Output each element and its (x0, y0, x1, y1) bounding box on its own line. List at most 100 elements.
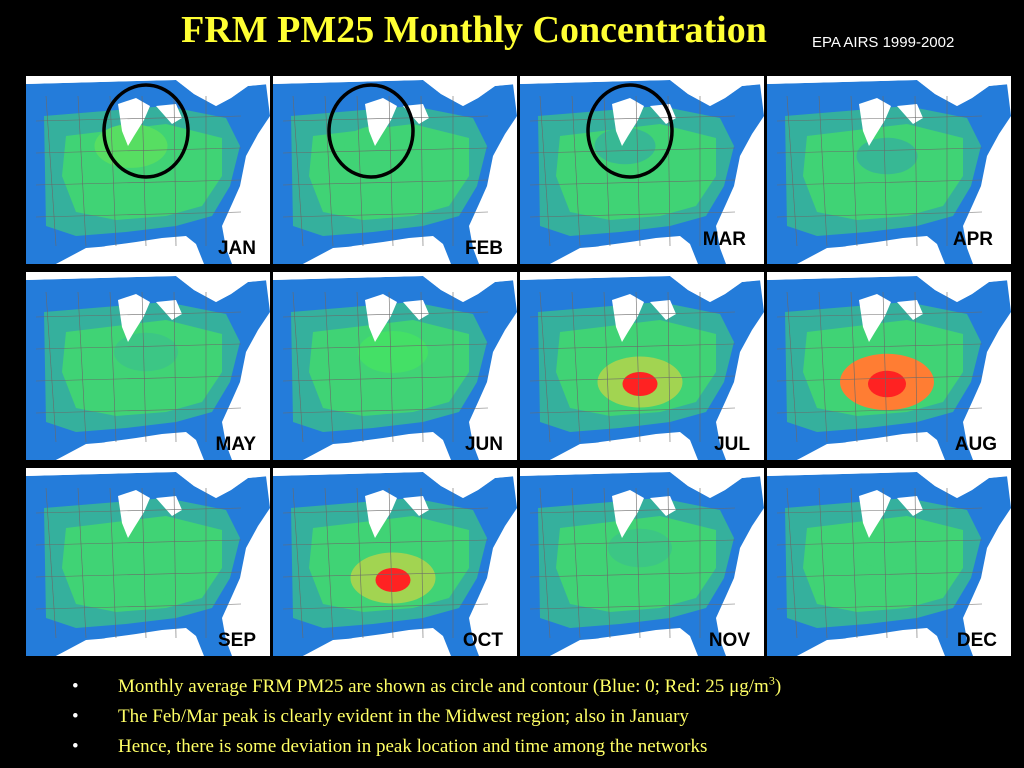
state-boundary (529, 407, 736, 414)
map-panel-oct: OCT (273, 468, 517, 656)
state-boundary (776, 147, 983, 154)
bullet-item: • Hence, there is some deviation in peak … (72, 732, 1012, 762)
pm25-contour-map (26, 76, 270, 264)
state-boundary (282, 179, 489, 186)
state-boundary (141, 487, 147, 639)
state-boundary (282, 311, 489, 318)
state-boundary (35, 211, 242, 218)
canada-region (767, 272, 1011, 302)
state-boundary (882, 95, 888, 247)
map-panel-may: MAY (26, 272, 270, 460)
state-boundary (388, 291, 394, 443)
gulf-of-mexico (550, 436, 696, 460)
state-boundary (420, 95, 424, 247)
state-boundary (324, 291, 334, 443)
state-boundary (35, 311, 242, 318)
canada-region (273, 272, 517, 302)
great-lakes (612, 490, 676, 538)
state-boundary (850, 487, 858, 639)
great-lakes (612, 98, 676, 146)
canada-region (767, 468, 1011, 498)
state-boundary (173, 95, 177, 247)
state-boundary (667, 487, 671, 639)
state-boundary (35, 375, 242, 382)
state-boundary (776, 539, 983, 546)
contour-hotspot (114, 332, 178, 372)
map-panel-mar: MAR (520, 76, 764, 264)
contour-hotspot (112, 557, 180, 599)
great-lakes (365, 490, 429, 538)
bullet-dot-icon: • (72, 676, 79, 697)
pm25-contour-map (767, 272, 1011, 460)
state-boundary (529, 179, 736, 186)
state-boundary (77, 291, 87, 443)
state-boundary (388, 487, 394, 639)
pm25-contour-map (26, 468, 270, 656)
great-lakes (118, 490, 182, 538)
great-lakes (612, 294, 676, 342)
state-boundary (282, 115, 489, 122)
state-boundary (35, 507, 242, 514)
state-boundary (529, 603, 736, 610)
state-boundary (776, 179, 983, 186)
atlantic-ocean (724, 136, 764, 264)
great-lakes (859, 98, 923, 146)
month-label: SEP (217, 630, 256, 651)
map-panel-apr: APR (767, 76, 1011, 264)
state-boundary (35, 407, 242, 414)
pm25-contour-map (273, 468, 517, 656)
state-boundary (914, 95, 918, 247)
month-label: APR (952, 229, 993, 250)
midwest-highlight-circle (327, 83, 415, 179)
pm25-contour-map (520, 76, 764, 264)
month-label: NOV (708, 630, 750, 651)
pm25-contour-map (767, 468, 1011, 656)
map-panel-jul: JUL (520, 272, 764, 460)
state-boundary (914, 291, 918, 443)
state-boundary (529, 211, 736, 218)
state-boundary (529, 539, 736, 546)
contour-core (868, 370, 906, 398)
state-boundary (420, 487, 424, 639)
atlantic-ocean (477, 136, 517, 264)
atlantic-ocean (724, 528, 764, 656)
state-boundary (914, 487, 918, 639)
contour-hotspot (358, 331, 428, 373)
atlantic-ocean (230, 332, 270, 460)
state-boundary (356, 291, 364, 443)
state-boundary (850, 291, 858, 443)
month-label: MAR (702, 229, 746, 250)
canada-region (26, 272, 270, 302)
state-boundary (35, 147, 242, 154)
state-boundary (635, 291, 641, 443)
atlantic-ocean (230, 136, 270, 264)
state-boundary (776, 375, 983, 382)
bullet-item: • The Feb/Mar peak is clearly evident in … (72, 702, 1012, 732)
state-boundary (529, 115, 736, 122)
source-label: EPA AIRS 1999-2002 (812, 34, 955, 51)
state-boundary (35, 603, 242, 610)
map-panel-feb: FEB (273, 76, 517, 264)
state-boundary (850, 95, 858, 247)
state-boundary (776, 343, 983, 350)
state-boundary (667, 291, 671, 443)
month-label: JUN (464, 434, 503, 455)
gulf-of-mexico (56, 240, 202, 264)
state-boundary (35, 179, 242, 186)
bullet-dot-icon: • (72, 706, 79, 727)
state-boundary (776, 571, 983, 578)
state-boundary (529, 571, 736, 578)
atlantic-ocean (477, 332, 517, 460)
map-panel-jun: JUN (273, 272, 517, 460)
atlantic-ocean (230, 528, 270, 656)
pm25-contour-map (520, 272, 764, 460)
state-boundary (282, 375, 489, 382)
state-boundary (635, 95, 641, 247)
pm25-contour-map (273, 76, 517, 264)
state-boundary (109, 95, 117, 247)
map-panel-sep: SEP (26, 468, 270, 656)
monthly-map-grid: JAN FEB MAR APR MAY JUN JUL AUG SEP OCT NOV DEC (26, 76, 1014, 660)
gulf-of-mexico (550, 632, 696, 656)
state-boundary (776, 507, 983, 514)
great-lakes (365, 294, 429, 342)
